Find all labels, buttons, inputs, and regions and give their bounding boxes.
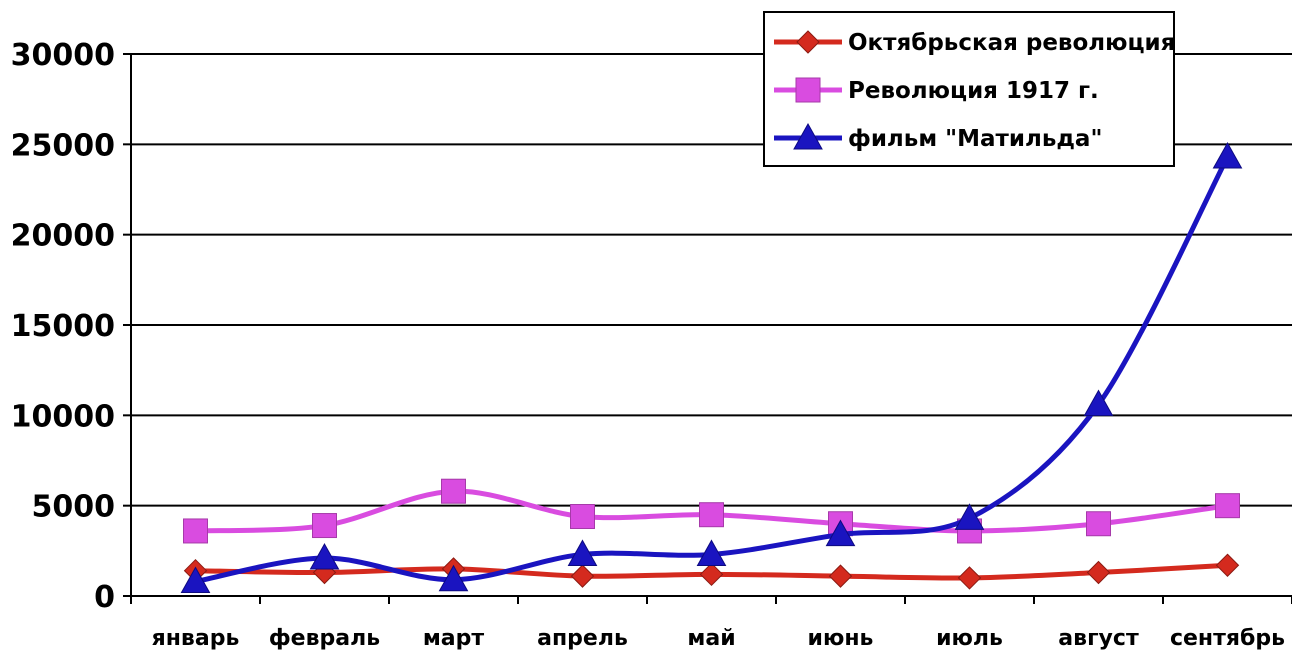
legend-item-1: Октябрьская революция [774,30,1175,56]
x-tick-label: август [1058,626,1139,651]
data-point-triangle [954,503,985,530]
data-point-triangle [825,519,856,547]
y-tick-label: 5000 [32,490,116,525]
legend-label: Октябрьская революция [848,30,1175,56]
data-point-triangle [567,539,598,566]
x-tick-labels: январь февраль март апрель май июнь июль август… [152,626,1285,651]
data-point-triangle [180,566,211,594]
gridlines [131,53,1292,507]
data-point-triangle [1212,141,1243,169]
x-tick-label: январь [152,626,240,651]
data-point-diamond [957,566,982,590]
x-tick-label: апрель [537,626,628,651]
y-tick-label: 15000 [11,309,115,344]
y-tick-label: 10000 [11,399,115,434]
series-3 [180,141,1243,594]
legend-label: фильм "Матильда" [848,126,1102,152]
y-tick-label: 0 [94,580,115,615]
x-tick-label: май [687,626,735,651]
series-2 [183,478,1240,544]
data-point-square [1215,493,1240,519]
legend-marker-square [795,77,821,103]
data-point-diamond [1215,553,1240,577]
data-point-square [570,504,595,530]
x-tick-label: сентябрь [1170,626,1285,651]
x-tick-label: март [423,626,485,651]
data-point-triangle [438,564,469,592]
data-point-diamond [1086,560,1111,585]
y-tick-label: 30000 [11,38,115,73]
data-point-square [699,502,724,528]
data-point-triangle [696,539,727,566]
legend-marker-diamond [796,30,820,54]
x-tick-label: февраль [269,626,380,651]
data-point-triangle [309,543,340,570]
legend-label: Революция 1917 г. [848,78,1099,104]
axes [123,53,1292,604]
x-tick-label: июль [936,626,1003,651]
data-point-square [441,478,466,504]
data-point-diamond [699,562,724,587]
data-point-triangle [1083,389,1114,416]
legend-item-2: Революция 1917 г. [774,77,1099,104]
data-point-diamond [570,564,595,588]
series-group [180,141,1243,594]
legend-marker-triangle [793,122,823,150]
data-point-diamond [828,564,853,588]
y-tick-label: 25000 [11,128,115,163]
data-point-square [312,513,337,539]
legend: Октябрьская революция Революция 1917 г. фи… [763,11,1175,167]
y-tick-labels: 0 5000 10000 15000 20000 25000 30000 [11,38,115,615]
legend-item-3: фильм "Матильда" [774,122,1102,152]
y-tick-label: 20000 [11,219,115,254]
data-point-square [1086,511,1111,537]
data-point-square [183,518,208,544]
x-tick-label: июнь [808,626,874,651]
